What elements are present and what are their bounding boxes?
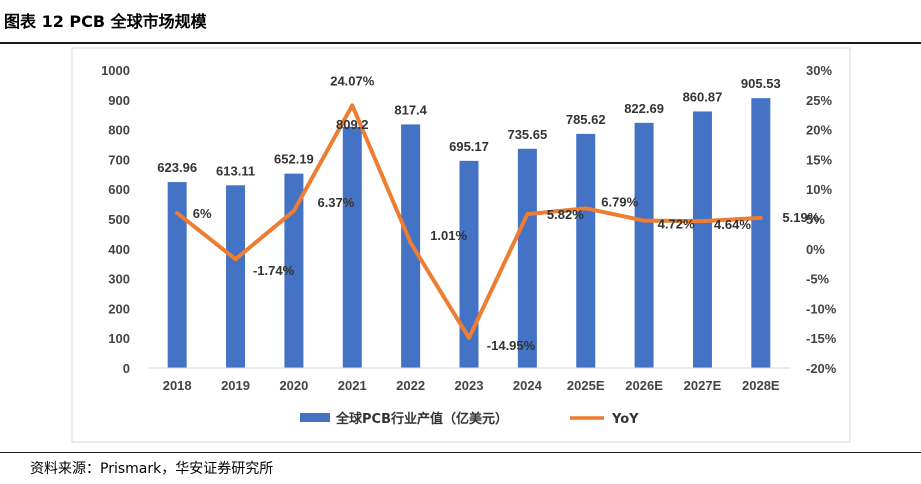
bar-label-2026E: 822.69 <box>624 101 664 116</box>
yoy-series <box>175 103 763 340</box>
y-right-tick: 30% <box>806 63 832 78</box>
bar-label-2022: 817.4 <box>394 102 427 117</box>
y-left-tick: 200 <box>108 301 130 316</box>
x-tick-2021: 2021 <box>338 378 367 393</box>
y-right-tick: 5% <box>806 212 825 227</box>
y-left-tick: 700 <box>108 152 130 167</box>
x-tick-2028E: 2028E <box>742 378 780 393</box>
y-right-tick: -10% <box>806 301 837 316</box>
y-left-tick: 300 <box>108 272 130 287</box>
y-axis-left: 0 100 200 300 400 500 600 700 800 900 1000 <box>101 63 130 376</box>
x-tick-2019: 2019 <box>221 378 250 393</box>
bar-2018 <box>167 182 187 368</box>
yoy-label-2028E: 5.19% <box>782 210 819 225</box>
yoy-label-2019: -1.74% <box>253 263 295 278</box>
bar-2028E <box>751 98 771 368</box>
bar-2021 <box>342 126 362 368</box>
bar-label-2023: 695.17 <box>449 139 489 154</box>
x-tick-2025E: 2025E <box>567 378 605 393</box>
bar-2020 <box>284 173 304 368</box>
y-left-tick: 500 <box>108 212 130 227</box>
y-right-tick: -20% <box>806 361 837 376</box>
y-right-tick: 15% <box>806 152 832 167</box>
y-left-tick: 900 <box>108 93 130 108</box>
bar-2025E <box>576 133 596 368</box>
yoy-label-2023: -14.95% <box>487 338 536 353</box>
legend-line-label: YoY <box>611 412 639 427</box>
yoy-label-2020: 6.37% <box>317 195 354 210</box>
bar-2024 <box>517 148 537 368</box>
bar-label-2024: 735.65 <box>507 127 547 142</box>
legend-bar-label: 全球PCB行业产值（亿美元） <box>335 411 508 427</box>
y-left-tick: 1000 <box>101 63 130 78</box>
y-right-tick: 20% <box>806 123 832 138</box>
x-tick-2027E: 2027E <box>684 378 722 393</box>
legend-bar-swatch <box>300 413 330 422</box>
bar-label-2020: 652.19 <box>274 152 314 167</box>
legend: 全球PCB行业产值（亿美元） YoY <box>300 411 639 427</box>
yoy-label-2021: 24.07% <box>330 73 375 88</box>
bar-2027E <box>692 111 712 368</box>
bar-2019 <box>226 185 246 368</box>
y-axis-right: -20% -15% -10% -5% 0% 5% 10% 15% 20% 25% 30% <box>806 63 837 376</box>
source-rule <box>0 452 921 453</box>
bar-label-2019: 613.11 <box>216 163 255 178</box>
y-right-tick: -15% <box>806 331 837 346</box>
yoy-label-2026E: 4.72% <box>658 217 695 232</box>
y-left-tick: 600 <box>108 182 130 197</box>
bar-data-labels: 623.96 613.11 652.19 809.2 817.4 695.17 735.65… <box>157 76 780 178</box>
x-axis: 2018 2019 2020 2021 2022 2023 2024 2025E 2026E 20… <box>163 378 780 393</box>
x-tick-2020: 2020 <box>279 378 308 393</box>
bar-2026E <box>634 122 654 368</box>
x-tick-2022: 2022 <box>396 378 425 393</box>
x-tick-2026E: 2026E <box>625 378 663 393</box>
bar-label-2025E: 785.62 <box>566 112 606 127</box>
y-right-tick: 10% <box>806 182 832 197</box>
bar-label-2021: 809.2 <box>336 117 369 132</box>
x-tick-2018: 2018 <box>163 378 192 393</box>
bar-label-2028E: 905.53 <box>741 76 781 91</box>
figure-title: 图表 12 PCB 全球市场规模 <box>4 12 207 31</box>
x-tick-2024: 2024 <box>513 378 543 393</box>
bar-label-2018: 623.96 <box>157 160 197 175</box>
y-right-tick: -5% <box>806 272 830 287</box>
y-left-tick: 100 <box>108 331 130 346</box>
yoy-label-2024: 5.82% <box>547 207 584 222</box>
title-rule <box>0 42 921 44</box>
source-note: 资料来源：Prismark，华安证券研究所 <box>30 461 274 477</box>
y-left-tick: 400 <box>108 242 130 257</box>
yoy-label-2018: 6% <box>193 206 212 221</box>
pcb-market-chart: 0 100 200 300 400 500 600 700 800 900 1000 -20% -15… <box>71 47 851 443</box>
bar-label-2027E: 860.87 <box>683 89 723 104</box>
yoy-data-labels: 6% -1.74% 6.37% 24.07% 1.01% -14.95% 5.82% 6.79… <box>193 73 820 353</box>
bar-2023 <box>459 160 479 368</box>
yoy-label-2027E: 4.64% <box>714 217 751 232</box>
y-right-tick: 0% <box>806 242 825 257</box>
bar-series <box>167 98 771 369</box>
y-left-tick: 800 <box>108 123 130 138</box>
y-right-tick: 25% <box>806 93 832 108</box>
yoy-label-2022: 1.01% <box>430 228 467 243</box>
y-left-tick: 0 <box>123 361 130 376</box>
x-tick-2023: 2023 <box>455 378 484 393</box>
yoy-label-2025E: 6.79% <box>601 194 638 209</box>
